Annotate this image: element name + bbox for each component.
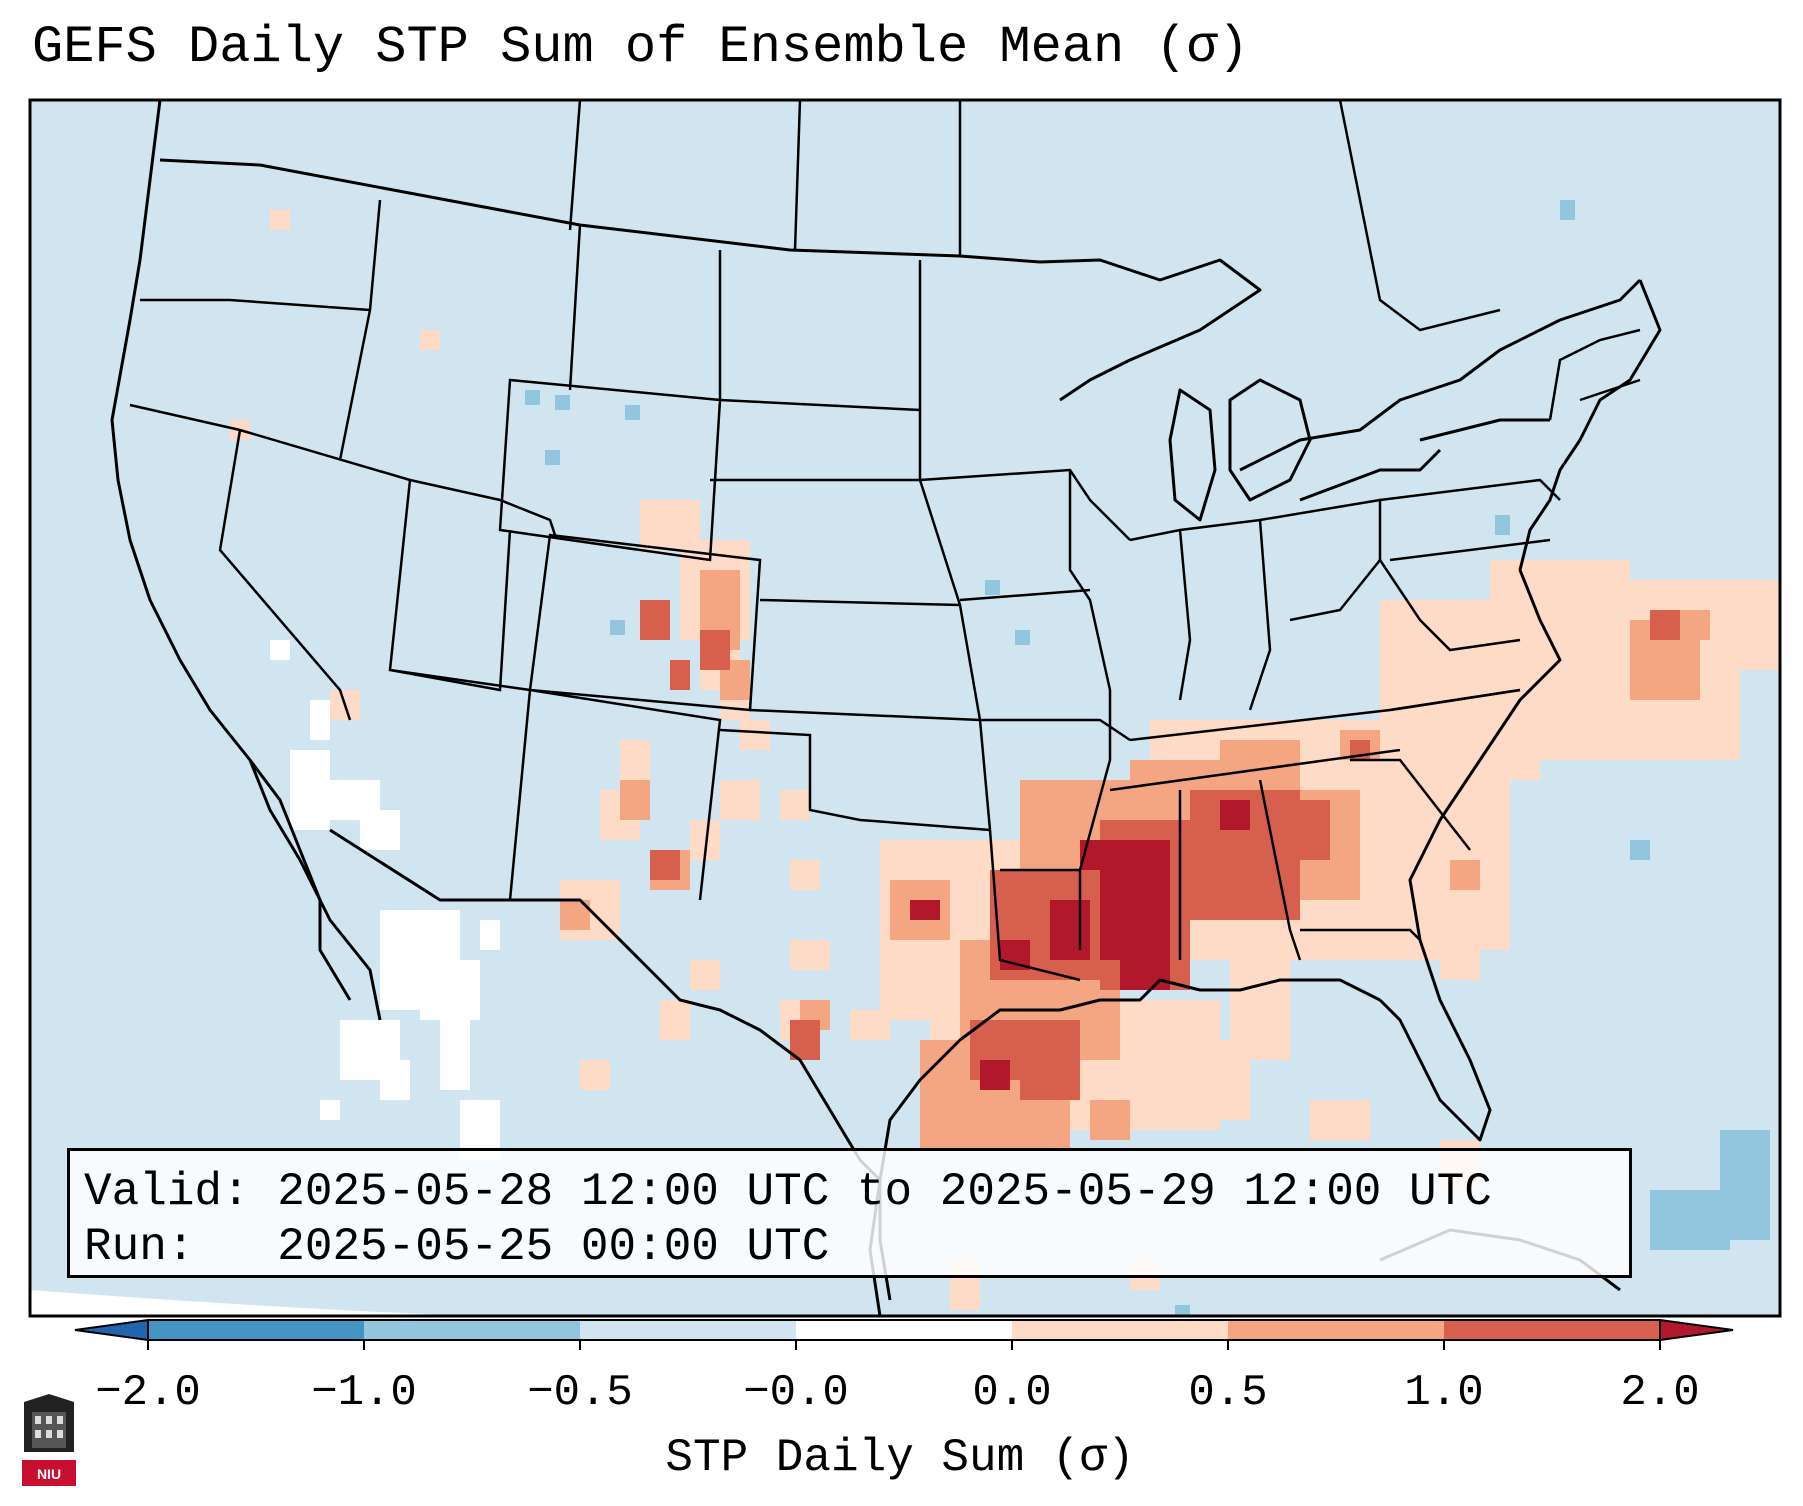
colorbar-over-arrow [1659, 1318, 1734, 1342]
colorbar-bin-7 [1444, 1320, 1660, 1340]
colorbar-bin-1 [148, 1320, 364, 1340]
colorbar-tick-marks [147, 1340, 1661, 1350]
colorbar-bin-2 [364, 1320, 580, 1340]
colorbar-tick-label: 0.5 [1188, 1368, 1268, 1418]
stp-negative-cells [525, 200, 1770, 1316]
colorbar [74, 1318, 1734, 1350]
colorbar-bin-5 [1012, 1320, 1228, 1340]
map-frame [28, 98, 1782, 1318]
colorbar-tick-label: −2.0 [95, 1368, 201, 1418]
colorbar-label: STP Daily Sum (σ) [665, 1432, 1135, 1484]
stp-zero-cells [270, 640, 500, 1160]
colorbar-outline [147, 1319, 1661, 1341]
valid-time-label: Valid: 2025-05-28 12:00 UTC to 2025-05-2… [84, 1166, 1492, 1218]
map-title: GEFS Daily STP Sum of Ensemble Mean (σ) [32, 18, 1249, 77]
run-time-label: Run: 2025-05-25 00:00 UTC [84, 1221, 830, 1273]
colorbar-tick-label: −0.0 [743, 1368, 849, 1418]
colorbar-tick-label: 0.0 [972, 1368, 1052, 1418]
colorbar-under-arrow [74, 1318, 149, 1342]
projection-edge [30, 1290, 1100, 1316]
state-borders [129, 100, 1641, 982]
colorbar-tick-label: −0.5 [527, 1368, 633, 1418]
colorbar-bin-6 [1228, 1320, 1444, 1340]
colorbar-tick-label: 1.0 [1404, 1368, 1484, 1418]
niu-logo-text: NIU [36, 1466, 62, 1482]
colorbar-bin-3 [580, 1320, 796, 1340]
stp-extreme-cells [910, 800, 1250, 1090]
colorbar-tick-label: 2.0 [1620, 1368, 1700, 1418]
niu-logo-icon [22, 1394, 76, 1486]
colorbar-tick-label: −1.0 [311, 1368, 417, 1418]
colorbar-bin-4 [796, 1320, 1012, 1340]
valid-run-info-box: Valid: 2025-05-28 12:00 UTC to 2025-05-2… [67, 1148, 1632, 1278]
